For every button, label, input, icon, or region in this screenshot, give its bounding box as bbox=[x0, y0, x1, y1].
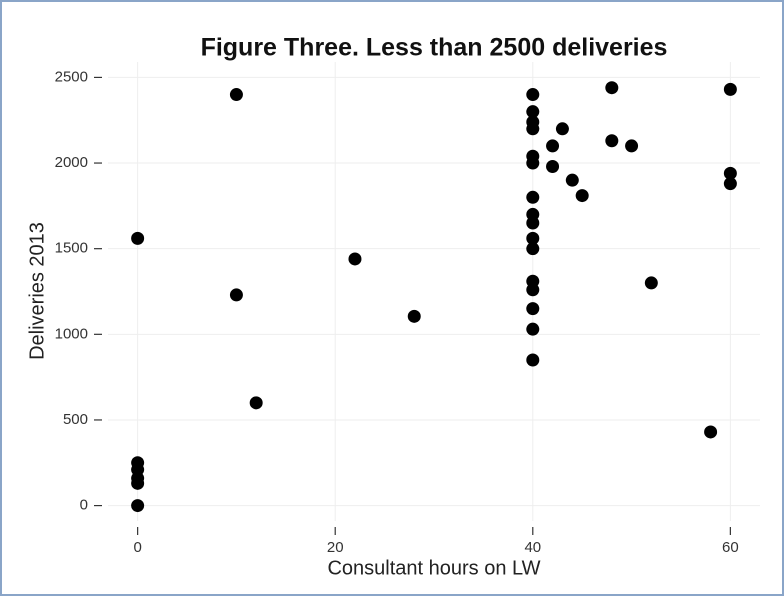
point bbox=[526, 122, 540, 136]
point bbox=[546, 159, 560, 173]
x-axis-label: Consultant hours on LW bbox=[327, 557, 540, 579]
y-tick-label: 500 bbox=[63, 411, 88, 428]
x-tick-label: 20 bbox=[327, 539, 344, 556]
point bbox=[526, 216, 540, 230]
point bbox=[131, 231, 145, 245]
y-tick-label: 1500 bbox=[55, 240, 88, 257]
point bbox=[546, 139, 560, 153]
point bbox=[723, 166, 737, 180]
point bbox=[229, 288, 243, 302]
point bbox=[526, 88, 540, 102]
point bbox=[723, 82, 737, 96]
point bbox=[131, 499, 145, 513]
x-tick-label: 60 bbox=[722, 539, 739, 556]
point bbox=[526, 283, 540, 297]
y-tick-label: 1000 bbox=[55, 325, 88, 342]
point bbox=[131, 476, 145, 490]
point bbox=[249, 396, 263, 410]
point bbox=[526, 156, 540, 170]
point bbox=[526, 242, 540, 256]
point bbox=[526, 353, 540, 367]
point bbox=[229, 88, 243, 102]
point bbox=[407, 309, 421, 323]
chart-title: Figure Three. Less than 2500 deliveries bbox=[201, 34, 668, 62]
x-tick-label: 0 bbox=[133, 539, 141, 556]
point bbox=[644, 276, 658, 290]
point bbox=[565, 173, 579, 187]
y-tick-label: 2000 bbox=[55, 154, 88, 171]
point bbox=[526, 302, 540, 316]
point bbox=[526, 105, 540, 119]
point bbox=[723, 177, 737, 191]
point bbox=[575, 189, 589, 203]
point bbox=[605, 81, 619, 95]
x-tick-label: 40 bbox=[524, 539, 541, 556]
y-axis-label: Deliveries 2013 bbox=[26, 222, 48, 360]
point bbox=[605, 134, 619, 148]
point bbox=[625, 139, 639, 153]
point bbox=[555, 122, 569, 136]
y-tick-label: 0 bbox=[80, 497, 88, 514]
y-tick-label: 2500 bbox=[55, 68, 88, 85]
point bbox=[526, 322, 540, 336]
point bbox=[526, 190, 540, 204]
point bbox=[704, 425, 718, 439]
point bbox=[526, 231, 540, 245]
point bbox=[348, 252, 362, 266]
